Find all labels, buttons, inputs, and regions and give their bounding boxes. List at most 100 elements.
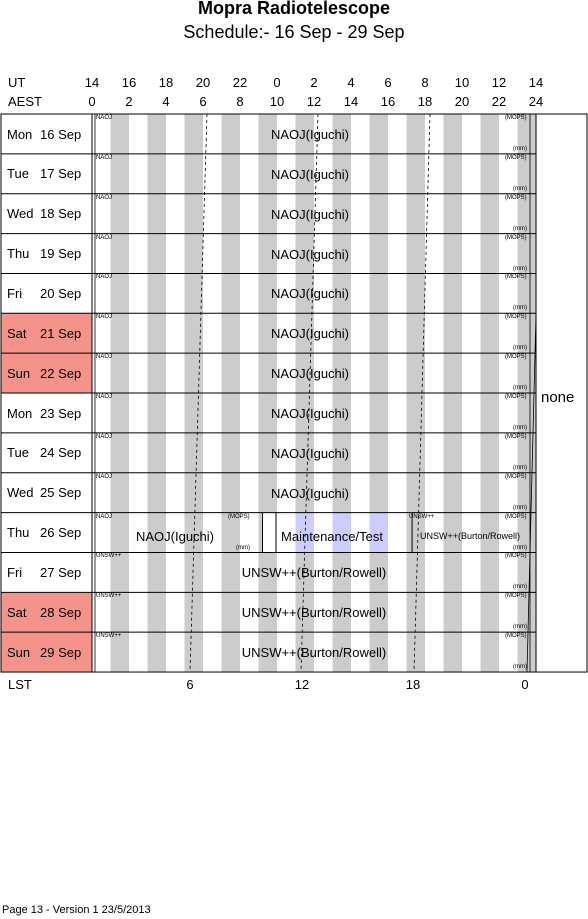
mm-label: (mm) (513, 544, 527, 551)
mm-label: (mm) (513, 425, 527, 432)
block-start-label: UNSW++ (96, 633, 122, 640)
aest-hour-label: 10 (269, 94, 285, 109)
day-date: 23 Sep (40, 405, 82, 421)
project-label: NAOJ(Iguchi) (270, 485, 350, 501)
aest-hour-label: 12 (306, 94, 322, 109)
block-start-label: NAOJ (96, 473, 113, 480)
page-footer: Page 13 - Version 1 23/5/2013 (2, 904, 151, 916)
day-name: Mon (7, 126, 33, 142)
mops-label: (MOPS) (228, 513, 250, 520)
mm-label: (mm) (513, 185, 527, 192)
day-label: Thu 19 Sep (1, 234, 90, 273)
block-start-label: NAOJ (96, 513, 113, 520)
block-start-label: NAOJ (96, 234, 113, 241)
day-name: Sun (7, 644, 31, 660)
block-start-label: NAOJ (96, 154, 113, 161)
ut-hour-label: 0 (273, 75, 281, 90)
lst-label: LST (8, 677, 32, 692)
aest-hour-label: 20 (454, 94, 470, 109)
mops-label: (MOPS) (505, 593, 527, 600)
block-start-label: NAOJ (96, 354, 113, 361)
ut-hour-label: 16 (121, 75, 137, 90)
mm-label: (mm) (513, 584, 527, 591)
block-start-label: NAOJ (96, 314, 113, 321)
maintenance-label: Maintenance/Test (281, 528, 383, 544)
maintenance-gap (314, 513, 333, 552)
mm-label: (mm) (513, 504, 527, 511)
day-name: Fri (7, 564, 23, 580)
ut-hour-label: 2 (310, 75, 318, 90)
mops-label: (MOPS) (505, 633, 527, 640)
project-label: NAOJ(Iguchi) (270, 406, 350, 422)
ut-hour-label: 8 (421, 75, 429, 90)
day-label: Fri 27 Sep (1, 553, 90, 592)
day-label: Wed 25 Sep (1, 473, 90, 512)
mm-label: (mm) (513, 146, 527, 152)
day-date: 24 Sep (40, 445, 82, 461)
ut-label: UT (8, 75, 26, 90)
day-label: Mon 23 Sep (1, 394, 90, 433)
mm-label: (mm) (513, 624, 527, 631)
day-date: 29 Sep (40, 644, 82, 660)
block-start-label: UNSW++ (409, 513, 435, 520)
mm-label: (mm) (236, 544, 250, 551)
mops-label: (MOPS) (505, 194, 527, 201)
day-label: Tue 24 Sep (1, 433, 90, 472)
mops-label: (MOPS) (505, 314, 527, 321)
aest-label: AEST (8, 94, 42, 109)
mops-label: (MOPS) (505, 154, 527, 161)
ut-hour-label: 22 (232, 75, 248, 90)
project-label: UNSW++(Burton/Rowell) (419, 530, 521, 541)
aest-hour-label: 8 (236, 94, 244, 109)
day-name: Mon (7, 405, 33, 421)
day-date: 26 Sep (40, 525, 82, 541)
project-label: UNSW++(Burton/Rowell) (241, 645, 387, 661)
block-start-label: NAOJ (96, 433, 113, 440)
aest-hour-label: 18 (417, 94, 433, 109)
day-date: 21 Sep (40, 325, 82, 341)
weekend-highlight (1, 313, 92, 354)
mops-label: (MOPS) (505, 354, 527, 361)
day-name: Sun (7, 365, 31, 381)
lst-line (526, 313, 537, 673)
project-label: NAOJ(Iguchi) (270, 206, 350, 222)
ut-hour-label: 12 (491, 75, 507, 90)
aest-hour-label: 14 (343, 94, 359, 109)
ut-hour-label: 18 (158, 75, 174, 90)
day-date: 17 Sep (40, 166, 82, 182)
day-name: Tue (7, 445, 29, 461)
day-label: Sun 29 Sep (1, 633, 90, 672)
day-name: Fri (7, 285, 23, 301)
day-date: 28 Sep (40, 604, 82, 620)
maintenance-gap (351, 513, 370, 552)
ut-hour-label: 14 (84, 75, 100, 90)
day-name: Tue (7, 166, 29, 182)
project-label: NAOJ(Iguchi) (135, 528, 215, 544)
ut-hour-label: 20 (195, 75, 211, 90)
day-date: 22 Sep (40, 365, 82, 381)
day-name: Wed (7, 206, 34, 222)
mops-label: (MOPS) (505, 553, 527, 560)
mm-label: (mm) (513, 464, 527, 471)
block-start-label: UNSW++ (96, 593, 122, 600)
block-start-label: UNSW++ (96, 553, 122, 560)
page-title: Mopra Radiotelescope (197, 0, 391, 18)
ut-hour-label: 6 (384, 75, 392, 90)
project-label: NAOJ(Iguchi) (270, 445, 350, 461)
day-label: Wed 18 Sep (1, 194, 90, 233)
mops-label: (MOPS) (505, 473, 527, 480)
day-label: Mon 16 Sep (1, 115, 90, 154)
aest-hour-label: 2 (125, 94, 133, 109)
ut-hour-label: 14 (528, 75, 544, 90)
maintenance-stripe (369, 512, 388, 553)
aest-hour-label: 4 (162, 94, 170, 109)
mm-label: (mm) (513, 385, 527, 392)
day-name: Sat (7, 604, 27, 620)
lst-tick-label: 0 (521, 677, 529, 692)
maintenance-stripe (332, 512, 351, 553)
weekend-highlight (1, 632, 92, 673)
project-label: UNSW++(Burton/Rowell) (241, 605, 387, 621)
day-label: Thu 26 Sep (1, 513, 90, 552)
project-label: NAOJ(Iguchi) (270, 246, 350, 262)
project-label: NAOJ(Iguchi) (270, 166, 350, 182)
